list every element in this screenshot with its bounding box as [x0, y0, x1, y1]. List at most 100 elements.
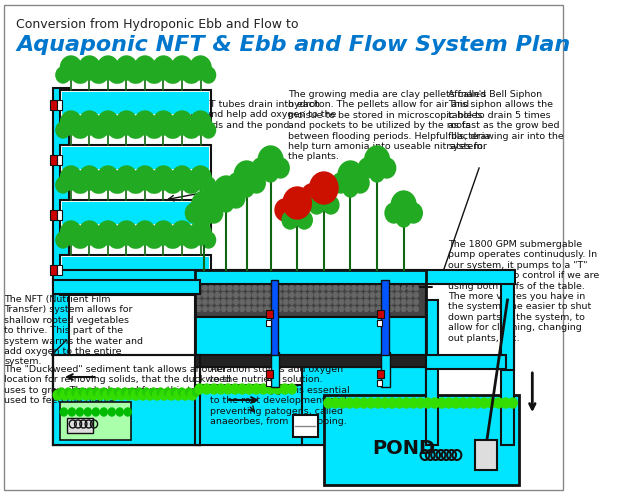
Circle shape: [371, 271, 375, 277]
Circle shape: [358, 293, 362, 297]
Circle shape: [172, 166, 193, 190]
Circle shape: [219, 196, 234, 212]
Circle shape: [183, 177, 197, 193]
Circle shape: [124, 408, 131, 416]
Circle shape: [358, 299, 362, 304]
Circle shape: [290, 279, 294, 284]
Circle shape: [352, 271, 356, 277]
Circle shape: [445, 398, 453, 408]
Circle shape: [181, 390, 190, 400]
Circle shape: [388, 398, 397, 408]
Bar: [377, 370, 384, 378]
Circle shape: [364, 299, 369, 304]
Circle shape: [408, 286, 412, 291]
Circle shape: [302, 271, 307, 277]
Circle shape: [134, 166, 156, 190]
Circle shape: [327, 286, 332, 291]
Circle shape: [167, 232, 181, 248]
Circle shape: [321, 293, 325, 297]
Circle shape: [93, 122, 107, 138]
Bar: [377, 310, 384, 318]
Circle shape: [284, 286, 288, 291]
Circle shape: [321, 279, 325, 284]
Circle shape: [259, 306, 263, 311]
Bar: [57, 155, 62, 165]
Text: Aquaponic NFT & Ebb and Flow System Plan: Aquaponic NFT & Ebb and Flow System Plan: [16, 35, 570, 55]
Circle shape: [259, 279, 263, 284]
Circle shape: [228, 286, 232, 291]
Circle shape: [508, 398, 517, 408]
Circle shape: [97, 221, 118, 245]
Circle shape: [277, 293, 282, 297]
Circle shape: [111, 67, 125, 83]
Circle shape: [221, 293, 226, 297]
Bar: [381, 280, 388, 355]
Circle shape: [240, 279, 244, 284]
Circle shape: [351, 173, 369, 193]
Circle shape: [246, 286, 251, 291]
Circle shape: [371, 293, 375, 297]
Circle shape: [116, 408, 124, 416]
Circle shape: [296, 279, 300, 284]
Circle shape: [339, 271, 344, 277]
Circle shape: [174, 390, 183, 400]
Circle shape: [331, 398, 340, 408]
Circle shape: [103, 390, 112, 400]
Circle shape: [333, 271, 337, 277]
Circle shape: [321, 271, 325, 277]
Circle shape: [202, 232, 216, 248]
Circle shape: [339, 299, 344, 304]
Circle shape: [190, 111, 211, 135]
Circle shape: [124, 390, 133, 400]
Circle shape: [314, 279, 319, 284]
Circle shape: [352, 286, 356, 291]
Circle shape: [271, 279, 275, 284]
Circle shape: [92, 408, 99, 416]
Circle shape: [408, 306, 412, 311]
Circle shape: [186, 122, 200, 138]
Circle shape: [53, 390, 62, 400]
Circle shape: [228, 271, 232, 277]
Circle shape: [296, 271, 300, 277]
Circle shape: [376, 299, 381, 304]
Circle shape: [172, 111, 193, 135]
Circle shape: [239, 181, 253, 197]
Circle shape: [209, 279, 213, 284]
Circle shape: [314, 306, 319, 311]
Circle shape: [130, 177, 144, 193]
Circle shape: [215, 293, 220, 297]
Bar: [292, 415, 317, 437]
Circle shape: [127, 67, 141, 83]
Circle shape: [215, 286, 220, 291]
Circle shape: [494, 398, 503, 408]
Circle shape: [240, 299, 244, 304]
Text: POND: POND: [372, 440, 435, 458]
Circle shape: [221, 279, 226, 284]
Circle shape: [308, 306, 313, 311]
Circle shape: [271, 286, 275, 291]
Circle shape: [60, 56, 82, 80]
Circle shape: [358, 286, 362, 291]
Circle shape: [72, 177, 86, 193]
Circle shape: [72, 67, 86, 83]
Bar: [266, 320, 271, 326]
Circle shape: [172, 388, 179, 396]
Circle shape: [296, 299, 300, 304]
Circle shape: [389, 306, 394, 311]
Circle shape: [246, 299, 251, 304]
Circle shape: [404, 203, 422, 223]
Circle shape: [259, 299, 263, 304]
Circle shape: [408, 271, 412, 277]
Circle shape: [186, 177, 200, 193]
Circle shape: [302, 293, 307, 297]
Circle shape: [79, 166, 100, 190]
Bar: [195, 367, 426, 445]
Circle shape: [234, 299, 238, 304]
Circle shape: [74, 390, 83, 400]
Circle shape: [240, 286, 244, 291]
Bar: [50, 210, 57, 220]
Circle shape: [191, 191, 216, 219]
Circle shape: [234, 271, 238, 277]
Circle shape: [389, 299, 394, 304]
Circle shape: [100, 408, 108, 416]
